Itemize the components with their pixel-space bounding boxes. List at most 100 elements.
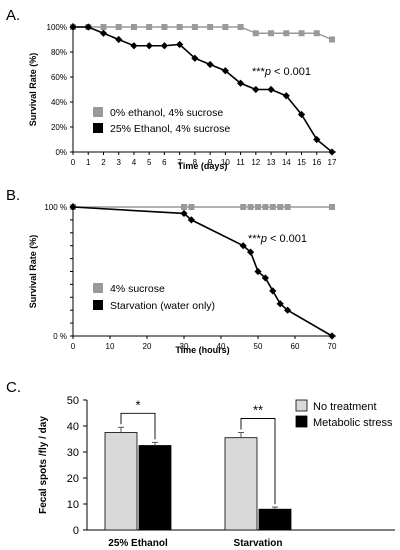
data-point	[237, 24, 244, 30]
y-tick-label: 60%	[51, 73, 67, 82]
data-point	[100, 24, 107, 30]
y-tick-label: 0 %	[53, 332, 67, 341]
x-tick-label: 60	[291, 342, 300, 351]
x-tick-label: 14	[282, 158, 291, 167]
data-point	[145, 42, 153, 50]
data-point	[284, 204, 291, 210]
y-axis-title: Fecal spots /fly / day	[38, 416, 49, 514]
data-point	[255, 204, 261, 210]
data-point	[284, 306, 292, 314]
data-point	[283, 30, 290, 37]
bar	[224, 437, 258, 531]
y-axis-title: Survival Rate (%)	[28, 53, 38, 127]
x-tick-label: 50	[254, 342, 263, 351]
bar	[104, 432, 138, 531]
panel-label: A.	[6, 7, 20, 24]
data-point	[99, 29, 108, 37]
x-tick-label: 9	[208, 158, 213, 167]
data-point	[84, 23, 92, 31]
legend-swatch	[93, 300, 103, 310]
legend-swatch	[93, 283, 103, 293]
y-tick-label: 0	[73, 525, 79, 537]
x-tick-label: 4	[132, 158, 137, 167]
x-tick-label: 6	[162, 158, 167, 167]
series-line	[72, 206, 333, 337]
p-value-annotation: ***p < 0.001	[252, 66, 311, 78]
series-line	[73, 26, 333, 41]
x-tick-label: 15	[297, 158, 306, 167]
data-point	[181, 204, 187, 210]
data-point	[261, 274, 269, 282]
y-axis-title: Survival Rate (%)	[28, 235, 38, 309]
data-point	[206, 60, 214, 69]
data-point	[298, 30, 305, 37]
legend-label: Starvation (water only)	[110, 300, 215, 312]
x-axis-title: Time (days)	[178, 161, 228, 171]
data-point	[313, 135, 321, 144]
y-tick-label: 100%	[47, 23, 67, 32]
data-point	[247, 248, 255, 256]
significance-bracket	[120, 412, 156, 440]
panel-label: C.	[6, 379, 21, 396]
legend-swatch	[93, 107, 103, 117]
p-value-annotation: ***p < 0.001	[248, 233, 307, 245]
panel-0: A.0%20%40%60%80%100%0 1 2 3 4 5 6 7 8 9 10 11 12 13 14…	[6, 7, 337, 171]
data-point	[130, 42, 138, 50]
data-point	[240, 204, 247, 210]
data-point	[161, 24, 168, 30]
legend-label: 0% ethanol, 4% sucrose	[110, 107, 223, 119]
legend-swatch	[295, 415, 308, 428]
panel-1: B. 0 % 100 % 0 10 20 30 40 50 60 70 Time (hours) Sur…	[6, 187, 337, 355]
x-tick-label: 70	[328, 342, 337, 351]
data-point	[247, 204, 254, 210]
x-tick-label: 16	[312, 158, 321, 167]
y-tick-label: 10	[67, 499, 79, 511]
data-point	[277, 204, 284, 210]
legend-swatch	[295, 399, 308, 412]
data-point	[176, 40, 184, 49]
data-point	[222, 24, 229, 30]
category-label: 25% Ethanol	[108, 538, 168, 549]
y-tick-label: 40%	[51, 98, 67, 107]
panel-2: C. 0 10 20 30 40 50 Fecal spots /fly / day * 25% …	[6, 379, 395, 549]
y-tick-label: 40	[67, 421, 79, 433]
x-tick-label: 3	[116, 158, 121, 167]
y-tick-label: 0%	[55, 148, 67, 157]
legend-label: 4% sucrose	[110, 283, 165, 295]
y-tick-label: 100 %	[44, 203, 67, 212]
data-point	[191, 24, 198, 30]
data-point	[207, 24, 214, 30]
data-point	[130, 24, 137, 30]
x-tick-label: 30	[180, 342, 189, 351]
significance-marker: *	[135, 397, 140, 412]
category-label: Starvation	[234, 538, 283, 549]
data-point	[254, 267, 262, 276]
data-point	[328, 148, 336, 156]
significance-marker: **	[253, 403, 263, 418]
significance-bracket	[240, 418, 276, 505]
data-point	[187, 216, 195, 224]
x-tick-label: 40	[217, 342, 226, 351]
data-point	[160, 42, 169, 50]
y-tick-label: 80%	[51, 48, 67, 57]
data-point	[297, 110, 306, 119]
data-point	[276, 300, 284, 308]
data-point	[282, 92, 290, 100]
data-point	[268, 30, 275, 37]
x-tick-label: 13	[267, 158, 276, 167]
x-tick-label: 1	[86, 158, 91, 167]
bar	[258, 508, 292, 531]
data-point	[115, 35, 123, 44]
data-point	[267, 85, 275, 94]
x-tick-label: 0	[71, 342, 76, 351]
x-tick-label: 17	[328, 158, 337, 167]
x-tick-label: 10	[106, 342, 115, 351]
x-axis-title: Time (hours)	[175, 345, 229, 355]
data-point	[180, 209, 188, 218]
y-tick-label: 20%	[51, 123, 67, 132]
data-point	[329, 204, 335, 210]
x-tick-label: 20	[143, 342, 152, 351]
data-point	[328, 332, 336, 340]
data-point	[239, 242, 247, 250]
x-tick-label: 7	[177, 158, 182, 167]
